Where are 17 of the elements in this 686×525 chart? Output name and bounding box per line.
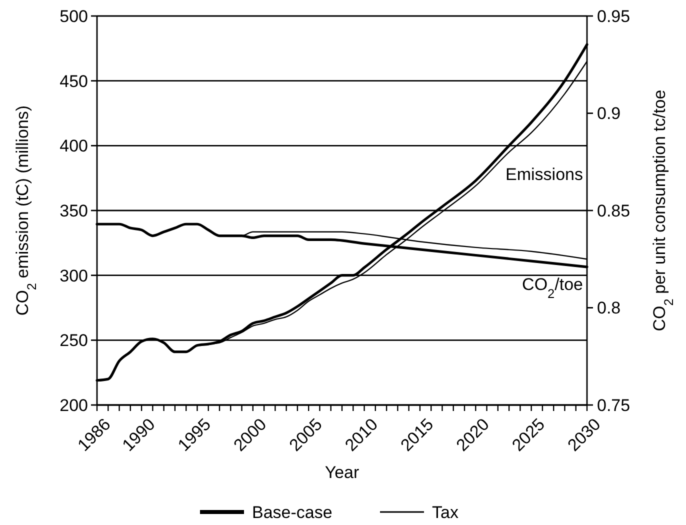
y2-tick-label: 0.9: [597, 104, 621, 124]
annotation: Emissions: [506, 165, 583, 184]
y-tick-label: 400: [60, 136, 88, 156]
y2-tick-label: 0.8: [597, 298, 621, 318]
legend-label: Base-case: [252, 502, 332, 522]
y-tick-label: 300: [60, 266, 88, 286]
y-tick-label: 350: [60, 201, 88, 220]
x-axis-title: Year: [324, 463, 360, 482]
y-tick-label: 450: [60, 72, 88, 91]
y-tick-label: 250: [60, 331, 88, 350]
y2-tick-label: 0.95: [597, 6, 630, 26]
y2-tick-label: 0.85: [597, 201, 630, 220]
legend-label: Tax: [432, 502, 459, 522]
annotation: CO$_{2}$/toe: [522, 275, 583, 300]
y2-tick-label: 0.75: [597, 396, 630, 415]
y-tick-label: 500: [60, 6, 88, 26]
y-tick-label: 200: [60, 396, 88, 415]
